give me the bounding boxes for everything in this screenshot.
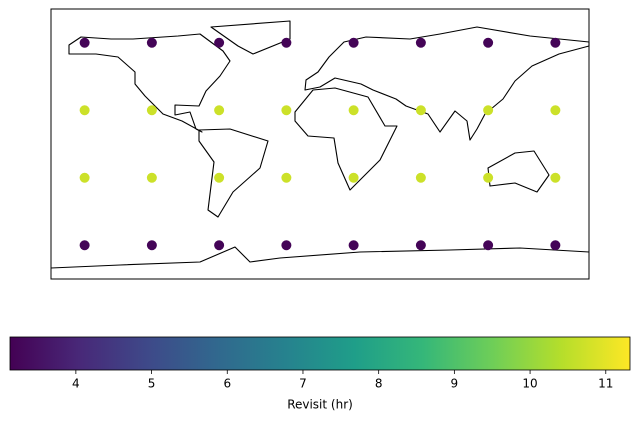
greenland — [210, 20, 291, 55]
point — [415, 172, 426, 183]
point — [348, 37, 359, 48]
africa — [294, 87, 398, 191]
point — [214, 105, 225, 116]
point — [79, 105, 90, 116]
point — [281, 172, 292, 183]
colorbar-tick-label: 4 — [72, 377, 80, 391]
colorbar-tick-label: 6 — [223, 377, 231, 391]
point — [281, 105, 292, 116]
point — [483, 37, 494, 48]
colorbar-tick-label: 5 — [148, 377, 156, 391]
colorbar-tick-label: 9 — [451, 377, 459, 391]
map-frame — [50, 8, 590, 280]
colorbar-ticks: 4 5 6 7 8 9 10 11 — [72, 370, 613, 391]
points — [79, 37, 561, 251]
point — [550, 37, 561, 48]
point — [214, 240, 225, 251]
point — [79, 37, 90, 48]
south-america — [198, 128, 269, 218]
australia — [487, 150, 550, 193]
point — [415, 240, 426, 251]
point — [483, 172, 494, 183]
point — [348, 105, 359, 116]
point — [214, 172, 225, 183]
point — [348, 240, 359, 251]
point — [281, 240, 292, 251]
point — [348, 172, 359, 183]
point — [550, 105, 561, 116]
point — [550, 172, 561, 183]
point — [415, 105, 426, 116]
point — [79, 240, 90, 251]
point — [483, 105, 494, 116]
point — [146, 37, 157, 48]
colorbar-tick-label: 7 — [299, 377, 307, 391]
point — [415, 37, 426, 48]
point — [550, 240, 561, 251]
colorbar-tick-label: 10 — [522, 377, 537, 391]
colorbar-tick-label: 11 — [598, 377, 613, 391]
colorbar-label: Revisit (hr) — [287, 398, 353, 412]
colorbar-tick-label: 8 — [375, 377, 383, 391]
north-america — [68, 33, 231, 133]
point — [146, 105, 157, 116]
eurasia — [304, 26, 590, 141]
point — [214, 37, 225, 48]
point — [79, 172, 90, 183]
point — [281, 37, 292, 48]
coastlines — [50, 20, 590, 269]
point — [483, 240, 494, 251]
point — [146, 172, 157, 183]
point — [146, 240, 157, 251]
colorbar — [9, 336, 631, 371]
